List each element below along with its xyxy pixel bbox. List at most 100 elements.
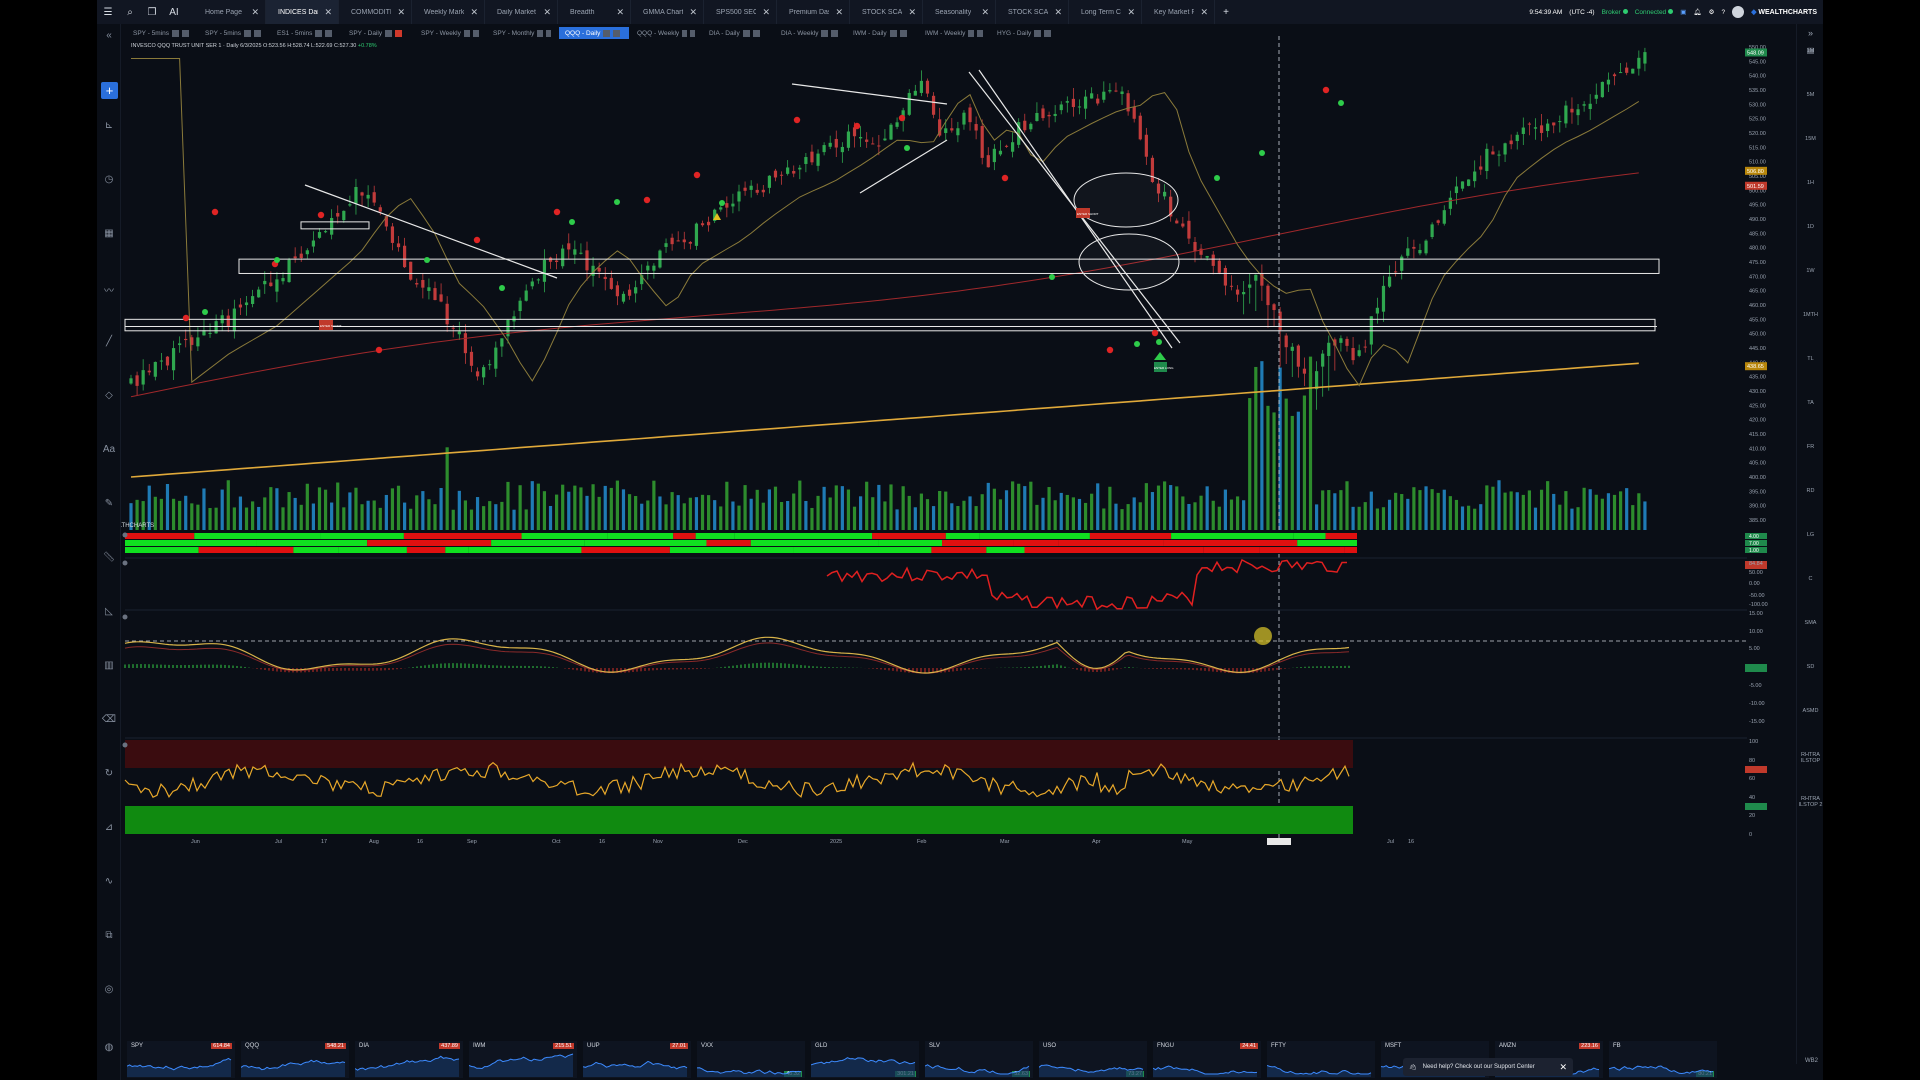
chart-canvas[interactable]: 550.00 545.00 540.00 535.00 530.00 525.00 520.… xyxy=(97,0,1823,1040)
link-icon[interactable] xyxy=(603,29,611,37)
line-tool-icon[interactable]: 〰 xyxy=(104,286,114,297)
timeframe-button[interactable]: SMA xyxy=(1804,620,1817,626)
ticker-card[interactable]: SLV32.63 xyxy=(925,1041,1033,1078)
timeframe-button[interactable]: TL xyxy=(1807,356,1814,362)
ticker-card[interactable]: GLD301.21 xyxy=(811,1041,919,1078)
link-icon[interactable] xyxy=(385,29,393,37)
calendar-tool-icon[interactable]: ▦ xyxy=(104,228,114,239)
workspace-tab[interactable]: INDICES Daily ✕ xyxy=(266,0,339,24)
timeframe-button[interactable]: ASMD xyxy=(1802,708,1819,714)
link-icon[interactable] xyxy=(537,29,543,37)
timeframe-button[interactable]: SD xyxy=(1806,664,1815,670)
workspace-tab[interactable]: COMMODITIES ✕ xyxy=(339,0,412,24)
timeframe-button[interactable]: C xyxy=(1808,576,1813,582)
close-tab-icon[interactable]: ✕ xyxy=(397,6,405,17)
save-icon[interactable]: ▣ xyxy=(1680,9,1687,16)
search-icon[interactable]: ⌕ xyxy=(127,6,133,18)
timeframe-button[interactable]: TA xyxy=(1807,400,1814,406)
close-tab-icon[interactable]: ✕ xyxy=(543,6,551,17)
link-icon[interactable] xyxy=(889,29,897,37)
workspace-tab[interactable]: STOCK SCANNERS Copy ✕ xyxy=(996,0,1069,24)
broker-status[interactable]: Broker xyxy=(1602,8,1628,16)
add-indicator-button[interactable]: + xyxy=(101,82,118,99)
workspace-tab[interactable]: SPS500 SECTORS HOURLY ✕ xyxy=(704,0,777,24)
chart-subtab[interactable]: QQQ - Daily xyxy=(559,27,629,39)
timeframe-button[interactable]: 1W xyxy=(1806,268,1815,274)
timeframe-button[interactable]: 15M xyxy=(1805,136,1816,142)
workspace-tab[interactable]: GMMA Charts ✕ xyxy=(631,0,704,24)
avatar[interactable] xyxy=(1732,6,1745,18)
clock-tool-icon[interactable]: ◷ xyxy=(104,174,114,185)
trendline-tool-icon[interactable]: ⊾ xyxy=(104,120,114,131)
chart-subtab[interactable]: DIA - Weekly xyxy=(775,27,845,39)
chart-subtab[interactable]: IWM - Daily xyxy=(847,27,917,39)
link-icon[interactable] xyxy=(172,29,180,37)
chart-subtab[interactable]: QQQ - Weekly xyxy=(631,27,701,39)
shapes-tool-icon[interactable]: ◇ xyxy=(105,390,113,401)
chart-subtab[interactable]: SPY - Monthly xyxy=(487,27,557,39)
help-icon[interactable]: ? xyxy=(1721,8,1726,16)
close-tab-icon[interactable]: ✕ xyxy=(908,6,916,17)
expand-icon[interactable]: » xyxy=(1807,28,1813,38)
sync-icon[interactable] xyxy=(613,29,621,37)
ticker-card[interactable]: DIA 437.89 xyxy=(355,1041,463,1078)
refresh-tool-icon[interactable]: ↻ xyxy=(104,768,114,779)
workspace-tab[interactable]: Home Page ✕ xyxy=(193,0,266,24)
chart-tool-icon[interactable]: ⊿ xyxy=(104,822,114,833)
ticker-card[interactable]: IWM 215.51 xyxy=(469,1041,577,1078)
sync-icon[interactable] xyxy=(325,29,333,37)
world-icon[interactable]: ◍ xyxy=(104,1042,114,1053)
ray-tool-icon[interactable]: ╱ xyxy=(105,336,113,347)
workspace-tab[interactable]: Seasonality ✕ xyxy=(923,0,996,24)
target-tool-icon[interactable]: ◎ xyxy=(104,984,114,995)
measure-tool-icon[interactable]: ◺ xyxy=(105,606,113,617)
link-icon[interactable] xyxy=(1034,29,1042,37)
workspace-tab[interactable]: Premium Dash ✕ xyxy=(777,0,850,24)
timeframe-button[interactable]: RD xyxy=(1806,488,1815,494)
link-icon[interactable] xyxy=(821,29,829,37)
close-tab-icon[interactable]: ✕ xyxy=(762,6,770,17)
ticker-card[interactable]: USO73.27 xyxy=(1039,1041,1147,1078)
close-tab-icon[interactable]: ✕ xyxy=(1127,6,1135,17)
chart-subtab[interactable]: HYG - Daily xyxy=(991,27,1061,39)
sync-icon[interactable] xyxy=(977,29,983,37)
sync-icon[interactable] xyxy=(899,29,907,37)
sync-icon[interactable] xyxy=(545,29,551,37)
timeframe-button[interactable]: FR xyxy=(1806,444,1815,450)
close-tab-icon[interactable]: ✕ xyxy=(1200,6,1208,17)
settings-icon[interactable]: ▤ xyxy=(1806,46,1815,55)
timeframe-button[interactable]: 1D xyxy=(1806,224,1815,230)
link-icon[interactable] xyxy=(315,29,323,37)
chart-subtab[interactable]: ES1 - 5mins xyxy=(271,27,341,39)
eraser-tool-icon[interactable]: ⌫ xyxy=(101,714,117,725)
sync-icon[interactable] xyxy=(395,29,403,37)
close-tab-icon[interactable]: ✕ xyxy=(324,6,332,17)
close-tab-icon[interactable]: ✕ xyxy=(1054,6,1062,17)
timeframe-button[interactable]: RHTRA ILSTOP xyxy=(1800,752,1821,764)
link-icon[interactable] xyxy=(968,29,975,37)
ticker-card[interactable]: FB80.21 xyxy=(1609,1041,1717,1078)
workspace-tab[interactable]: STOCK SCANNERS ✕ xyxy=(850,0,923,24)
close-tab-icon[interactable]: ✕ xyxy=(616,6,624,17)
close-tab-icon[interactable]: ✕ xyxy=(251,6,259,17)
link-icon[interactable] xyxy=(682,29,688,37)
ticker-card[interactable]: VXX48.32 xyxy=(697,1041,805,1078)
workspace-tab[interactable]: Daily Market Simple Tims... ✕ xyxy=(485,0,558,24)
workspace-tab[interactable]: Key Market Ratio C ✕ xyxy=(1142,0,1215,24)
ticker-card[interactable]: FNGU 24.41 xyxy=(1153,1041,1261,1078)
bell-icon[interactable]: 🔔︎ xyxy=(1693,9,1702,16)
sync-icon[interactable] xyxy=(254,29,262,37)
copy-tool-icon[interactable]: ⧉ xyxy=(105,930,113,941)
close-tab-icon[interactable]: ✕ xyxy=(689,6,697,17)
workspace-tab[interactable]: Weekly Market Simple Ti... ✕ xyxy=(412,0,485,24)
sync-icon[interactable] xyxy=(182,29,190,37)
ticker-card[interactable]: FFTY xyxy=(1267,1041,1375,1078)
menu-icon[interactable]: ☰ xyxy=(103,6,113,18)
layout-tool-icon[interactable]: ▥ xyxy=(104,660,114,671)
pencil-tool-icon[interactable]: ✎ xyxy=(104,498,114,509)
gear-icon[interactable]: ⚙ xyxy=(1708,9,1715,16)
close-tab-icon[interactable]: ✕ xyxy=(470,6,478,17)
chart-subtab[interactable]: SPY - 5mins xyxy=(199,27,269,39)
workspace-tab[interactable]: Long Term Charts ✕ xyxy=(1069,0,1142,24)
ticker-card[interactable]: UUP 27.01 xyxy=(583,1041,691,1078)
